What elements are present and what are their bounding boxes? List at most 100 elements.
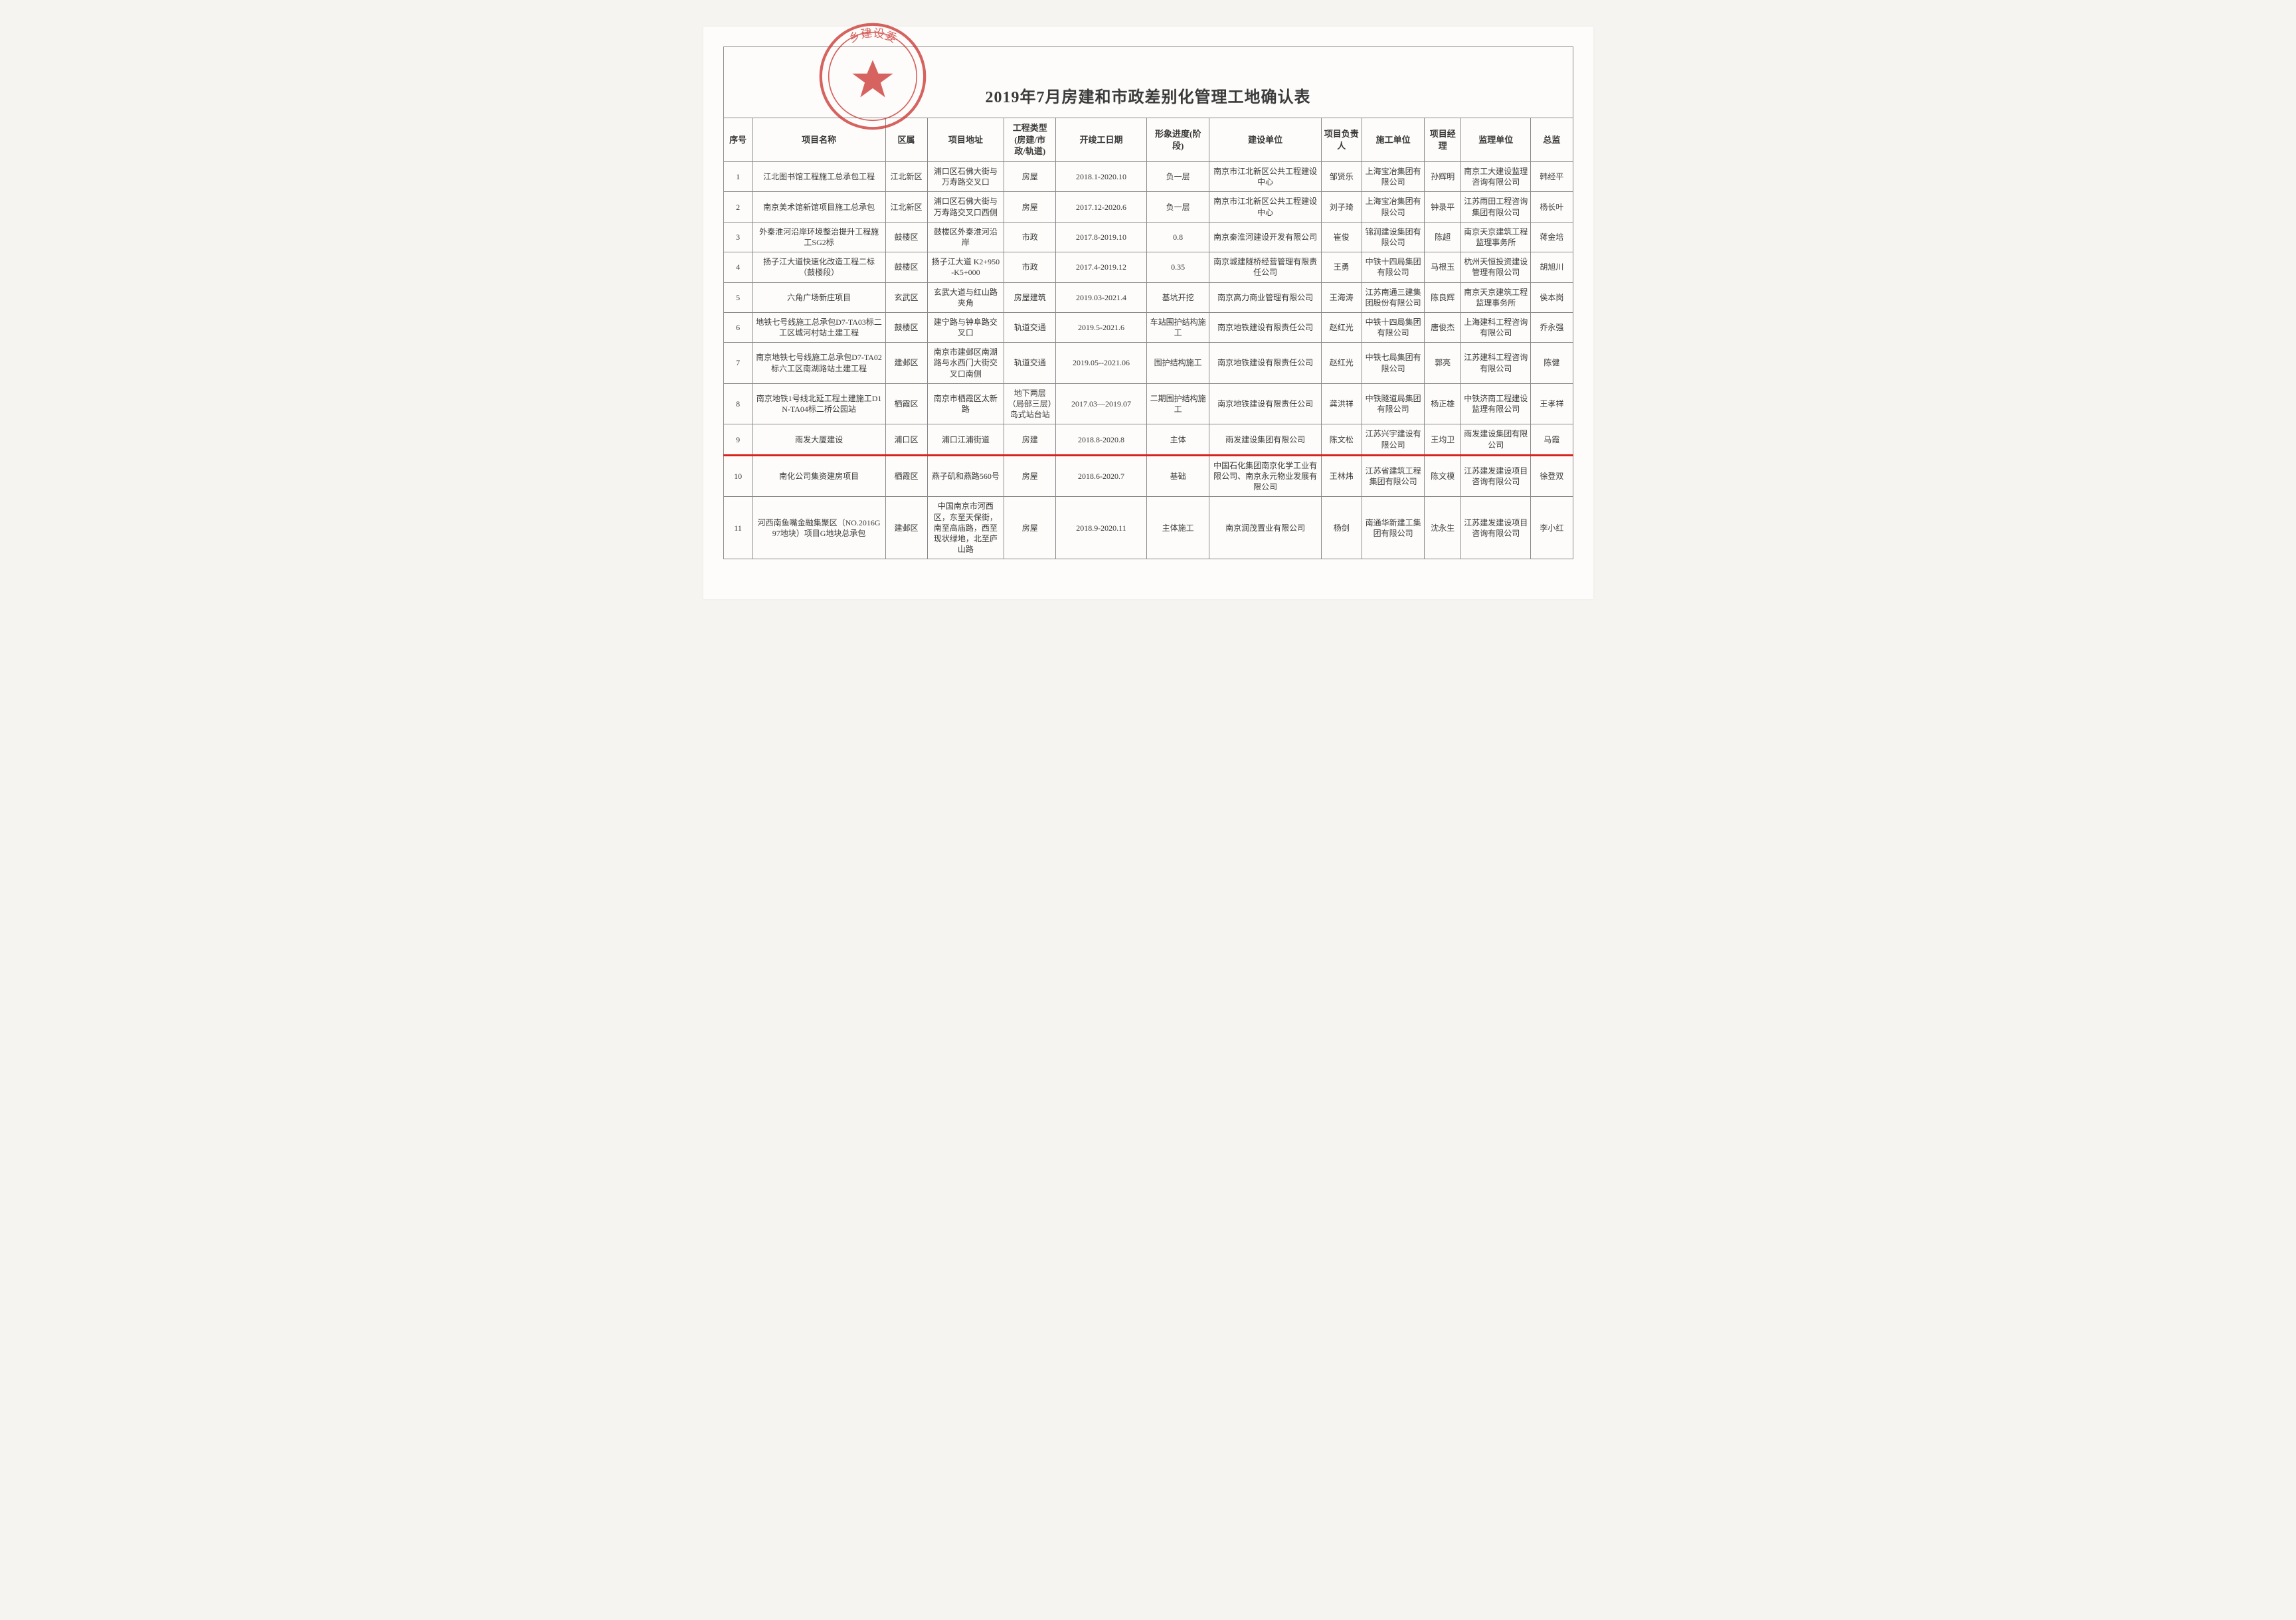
cell-progress: 二期围护结构施工 (1146, 383, 1209, 424)
cell-district: 鼓楼区 (885, 222, 927, 252)
cell-type: 市政 (1004, 222, 1056, 252)
cell-owner: 南京地铁建设有限责任公司 (1209, 312, 1321, 342)
cell-district: 玄武区 (885, 282, 927, 312)
cell-supervisor: 杭州天恒投资建设管理有限公司 (1461, 252, 1531, 282)
table-row: 10南化公司集资建房项目栖霞区燕子矶和燕路560号房屋2018.6-2020.7… (723, 455, 1573, 497)
cell-owner: 南京高力商业管理有限公司 (1209, 282, 1321, 312)
cell-name: 六角广场新庄项目 (752, 282, 885, 312)
table-row: 7南京地铁七号线施工总承包D7-TA02标六工区南湖路站土建工程建邺区南京市建邺… (723, 343, 1573, 384)
cell-chief: 侯本岗 (1531, 282, 1573, 312)
cell-builder: 锦润建设集团有限公司 (1362, 222, 1425, 252)
cell-district: 栖霞区 (885, 455, 927, 497)
cell-addr: 建宁路与钟阜路交叉口 (927, 312, 1004, 342)
cell-progress: 负一层 (1146, 192, 1209, 222)
cell-district: 鼓楼区 (885, 312, 927, 342)
col-header-10: 项目经理 (1425, 118, 1461, 162)
cell-supervisor: 江苏建发建设项目咨询有限公司 (1461, 497, 1531, 559)
cell-name: 南京地铁七号线施工总承包D7-TA02标六工区南湖路站土建工程 (752, 343, 885, 384)
cell-addr: 浦口区石佛大街与万寿路交叉口 (927, 162, 1004, 192)
cell-builder: 中铁隧道局集团有限公司 (1362, 383, 1425, 424)
cell-chief: 马霞 (1531, 424, 1573, 455)
cell-supervisor: 南京工大建设监理咨询有限公司 (1461, 162, 1531, 192)
cell-addr: 鼓楼区外秦淮河沿岸 (927, 222, 1004, 252)
cell-owner: 南京地铁建设有限责任公司 (1209, 343, 1321, 384)
cell-builder: 中铁十四局集团有限公司 (1362, 312, 1425, 342)
cell-chief: 李小红 (1531, 497, 1573, 559)
cell-no: 5 (723, 282, 752, 312)
cell-chief: 胡旭川 (1531, 252, 1573, 282)
cell-type: 房屋建筑 (1004, 282, 1056, 312)
cell-name: 雨发大厦建设 (752, 424, 885, 455)
cell-pm: 马根玉 (1425, 252, 1461, 282)
cell-no: 11 (723, 497, 752, 559)
cell-district: 建邺区 (885, 497, 927, 559)
cell-district: 江北新区 (885, 162, 927, 192)
cell-type: 房屋 (1004, 455, 1056, 497)
col-header-0: 序号 (723, 118, 752, 162)
col-header-3: 项目地址 (927, 118, 1004, 162)
cell-dates: 2019.03-2021.4 (1056, 282, 1147, 312)
cell-owner: 南京市江北新区公共工程建设中心 (1209, 192, 1321, 222)
cell-name: 外秦淮河沿岸环境整治提升工程施工SG2标 (752, 222, 885, 252)
cell-owner_mgr: 王海涛 (1321, 282, 1362, 312)
cell-addr: 玄武大道与红山路夹角 (927, 282, 1004, 312)
cell-owner: 南京地铁建设有限责任公司 (1209, 383, 1321, 424)
svg-text:乡建设委: 乡建设委 (847, 27, 898, 45)
cell-owner: 南京秦淮河建设开发有限公司 (1209, 222, 1321, 252)
cell-progress: 车站围护结构施工 (1146, 312, 1209, 342)
cell-pm: 王均卫 (1425, 424, 1461, 455)
col-header-8: 项目负责人 (1321, 118, 1362, 162)
cell-name: 南京地铁1号线北延工程土建施工D1N-TA04标二桥公园站 (752, 383, 885, 424)
cell-owner_mgr: 王勇 (1321, 252, 1362, 282)
cell-supervisor: 上海建科工程咨询有限公司 (1461, 312, 1531, 342)
confirmation-table: 2019年7月房建和市政差别化管理工地确认表 序号项目名称区属项目地址工程类型(… (723, 46, 1573, 559)
cell-pm: 郭亮 (1425, 343, 1461, 384)
col-header-11: 监理单位 (1461, 118, 1531, 162)
cell-builder: 南通华新建工集团有限公司 (1362, 497, 1425, 559)
table-body: 1江北图书馆工程施工总承包工程江北新区浦口区石佛大街与万寿路交叉口房屋2018.… (723, 162, 1573, 559)
col-header-5: 开竣工日期 (1056, 118, 1147, 162)
cell-builder: 上海宝冶集团有限公司 (1362, 162, 1425, 192)
col-header-1: 项目名称 (752, 118, 885, 162)
cell-chief: 韩经平 (1531, 162, 1573, 192)
cell-supervisor: 雨发建设集团有限公司 (1461, 424, 1531, 455)
cell-owner: 南京城建隧桥经营管理有限责任公司 (1209, 252, 1321, 282)
title-row: 2019年7月房建和市政差别化管理工地确认表 (723, 47, 1573, 118)
cell-name: 河西南鱼嘴金融集聚区（NO.2016G97地块）项目G地块总承包 (752, 497, 885, 559)
cell-chief: 乔永强 (1531, 312, 1573, 342)
cell-name: 江北图书馆工程施工总承包工程 (752, 162, 885, 192)
cell-dates: 2017.8-2019.10 (1056, 222, 1147, 252)
cell-pm: 唐俊杰 (1425, 312, 1461, 342)
cell-no: 10 (723, 455, 752, 497)
cell-supervisor: 江苏建发建设项目咨询有限公司 (1461, 455, 1531, 497)
cell-district: 建邺区 (885, 343, 927, 384)
cell-dates: 2017.12-2020.6 (1056, 192, 1147, 222)
col-header-6: 形象进度(阶段) (1146, 118, 1209, 162)
cell-name: 南化公司集资建房项目 (752, 455, 885, 497)
page-title: 2019年7月房建和市政差别化管理工地确认表 (986, 89, 1311, 106)
cell-owner_mgr: 王林炜 (1321, 455, 1362, 497)
cell-pm: 杨正雄 (1425, 383, 1461, 424)
cell-no: 7 (723, 343, 752, 384)
cell-name: 地铁七号线施工总承包D7-TA03标二工区城河村站土建工程 (752, 312, 885, 342)
col-header-12: 总监 (1531, 118, 1573, 162)
cell-name: 扬子江大道快速化改造工程二标（鼓楼段） (752, 252, 885, 282)
cell-dates: 2018.9-2020.11 (1056, 497, 1147, 559)
table-row: 3外秦淮河沿岸环境整治提升工程施工SG2标鼓楼区鼓楼区外秦淮河沿岸市政2017.… (723, 222, 1573, 252)
cell-district: 江北新区 (885, 192, 927, 222)
cell-type: 市政 (1004, 252, 1056, 282)
cell-pm: 陈超 (1425, 222, 1461, 252)
cell-owner_mgr: 陈文松 (1321, 424, 1362, 455)
cell-no: 2 (723, 192, 752, 222)
cell-supervisor: 南京天京建筑工程监理事务所 (1461, 222, 1531, 252)
cell-type: 房建 (1004, 424, 1056, 455)
cell-builder: 上海宝冶集团有限公司 (1362, 192, 1425, 222)
cell-no: 6 (723, 312, 752, 342)
cell-owner: 南京市江北新区公共工程建设中心 (1209, 162, 1321, 192)
cell-progress: 主体 (1146, 424, 1209, 455)
cell-district: 浦口区 (885, 424, 927, 455)
cell-pm: 钟录平 (1425, 192, 1461, 222)
cell-name: 南京美术馆新馆项目施工总承包 (752, 192, 885, 222)
table-row: 11河西南鱼嘴金融集聚区（NO.2016G97地块）项目G地块总承包建邺区中国南… (723, 497, 1573, 559)
cell-progress: 围护结构施工 (1146, 343, 1209, 384)
